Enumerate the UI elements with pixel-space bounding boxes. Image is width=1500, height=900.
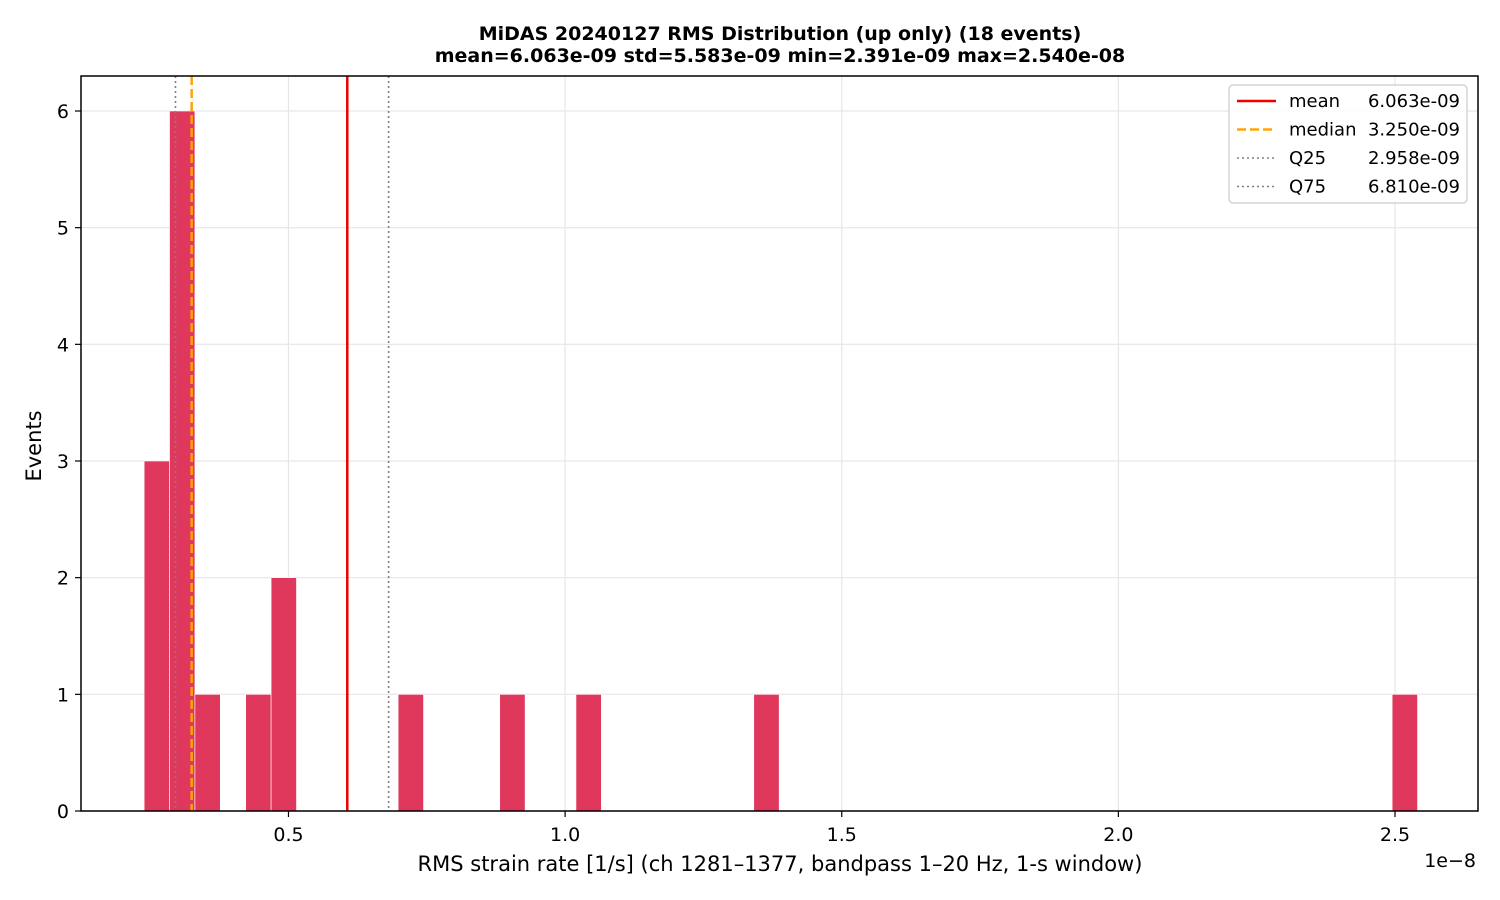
y-tick-label-2: 2 <box>57 568 69 590</box>
legend-label-q25: Q25 <box>1289 148 1326 169</box>
y-tick-label-5: 5 <box>57 218 69 240</box>
y-tick-label-3: 3 <box>57 451 69 473</box>
histogram-bar-0 <box>143 460 170 812</box>
histogram-bar-4 <box>270 577 297 812</box>
legend-items: mean 6.063e-09 median 3.250e-09 Q25 2.958e-09… <box>1237 91 1460 198</box>
legend-label-mean: mean <box>1289 91 1340 112</box>
legend-value-q75: 6.810e-09 <box>1368 177 1460 198</box>
legend-box <box>1228 84 1468 204</box>
legend: mean 6.063e-09 median 3.250e-09 Q25 2.958e-09… <box>1228 84 1468 204</box>
histogram-bar-9 <box>1391 694 1418 812</box>
histogram-bar-8 <box>753 694 780 812</box>
legend-value-median: 3.250e-09 <box>1368 120 1460 141</box>
legend-label-median: median <box>1289 120 1356 141</box>
histogram-bar-2 <box>194 694 221 812</box>
legend-value-q25: 2.958e-09 <box>1368 148 1460 169</box>
x-tick-label-4: 2.5 <box>1380 824 1410 846</box>
y-axis-label: Events <box>22 410 46 481</box>
x-tick-label-3: 2.0 <box>1103 824 1133 846</box>
x-axis-label: RMS strain rate [1/s] (ch 1281–1377, ban… <box>418 852 1143 876</box>
plot-frame <box>80 75 1479 812</box>
y-tick-label-1: 1 <box>57 684 69 706</box>
histogram-bar-3 <box>245 694 272 812</box>
y-tick-label-4: 4 <box>57 334 69 356</box>
chart-subtitle: mean=6.063e-09 std=5.583e-09 min=2.391e-… <box>435 45 1126 67</box>
histogram-bar-7 <box>575 694 602 812</box>
y-tick-label-0: 0 <box>57 801 69 823</box>
x-axis-offset-label: 1e−8 <box>1424 850 1476 872</box>
bars <box>143 110 1418 812</box>
legend-label-q75: Q75 <box>1289 177 1326 198</box>
y-tick-label-6: 6 <box>57 101 69 123</box>
x-tick-label-0: 0.5 <box>273 824 303 846</box>
y-axis-ticks: 0 1 2 3 4 5 6 <box>57 101 81 823</box>
chart-title: MiDAS 20240127 RMS Distribution (up only… <box>479 23 1082 45</box>
x-axis-ticks: 0.5 1.0 1.5 2.0 2.5 <box>273 811 1410 846</box>
reference-lines <box>174 76 390 811</box>
legend-value-mean: 6.063e-09 <box>1368 91 1460 112</box>
histogram-bar-5 <box>397 694 424 812</box>
x-tick-label-1: 1.0 <box>550 824 580 846</box>
histogram-bar-6 <box>499 694 526 812</box>
x-tick-label-2: 1.5 <box>827 824 857 846</box>
